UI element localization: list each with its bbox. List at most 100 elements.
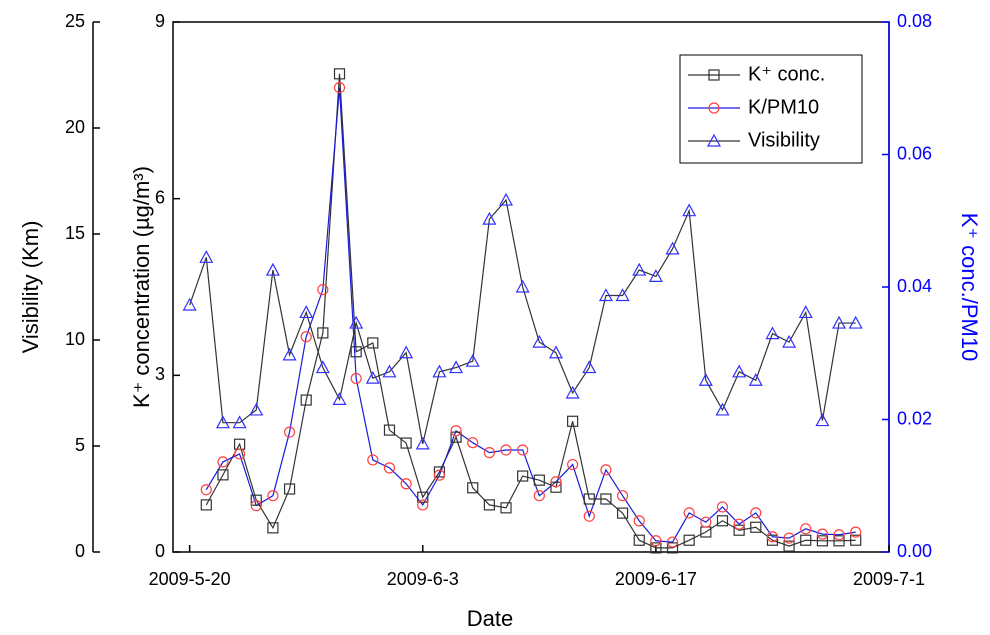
marker [267, 522, 279, 534]
marker [600, 464, 612, 476]
marker [682, 203, 697, 217]
marker [483, 447, 495, 459]
marker [417, 491, 429, 503]
marker [833, 535, 845, 547]
marker [716, 515, 729, 527]
y3-tick-label: 20 [65, 117, 85, 137]
marker [766, 531, 779, 543]
legend-marker [706, 133, 722, 147]
marker [315, 360, 330, 374]
marker [700, 516, 712, 528]
marker [533, 490, 545, 502]
marker [567, 458, 579, 471]
marker [616, 490, 629, 502]
marker [367, 337, 379, 349]
y3-axis-label: Visibility (Km) [18, 221, 43, 354]
y2-axis-label: K⁺ conc./PM10 [957, 213, 982, 362]
marker [633, 515, 645, 527]
marker [317, 284, 329, 296]
y2-tick-label: 0.00 [897, 541, 932, 561]
marker [517, 444, 529, 456]
marker [282, 347, 297, 361]
legend-box [679, 54, 863, 164]
marker [382, 364, 397, 378]
marker [350, 372, 362, 385]
marker [816, 535, 828, 547]
marker [365, 370, 380, 384]
marker [349, 315, 364, 329]
marker [350, 346, 362, 358]
marker [615, 288, 630, 302]
marker [249, 402, 264, 416]
marker [449, 360, 464, 374]
marker [300, 394, 312, 406]
marker [482, 211, 497, 225]
series-line [205, 73, 856, 549]
marker [750, 521, 762, 533]
marker [267, 490, 279, 502]
marker [650, 542, 662, 554]
legend-label: Visibility [748, 129, 820, 151]
marker [548, 345, 563, 359]
marker [582, 360, 597, 374]
marker [283, 426, 296, 438]
marker [632, 262, 647, 276]
marker [232, 415, 247, 429]
marker [733, 524, 745, 536]
y-tick-label: 9 [155, 11, 165, 31]
marker [766, 534, 779, 546]
marker [383, 462, 396, 474]
legend-label: K/PM10 [748, 96, 819, 118]
marker [400, 437, 412, 449]
marker [367, 454, 379, 466]
marker [583, 510, 595, 522]
legend-marker [708, 69, 720, 81]
marker [500, 444, 512, 456]
y3-tick-label: 5 [75, 435, 85, 455]
marker [715, 402, 730, 416]
marker [300, 331, 312, 343]
marker [332, 392, 347, 405]
marker [467, 437, 479, 449]
marker [683, 507, 695, 519]
marker [532, 334, 547, 348]
x-tick-label: 2009-7-1 [853, 569, 925, 589]
marker [850, 534, 862, 546]
marker [182, 297, 197, 311]
marker [400, 478, 412, 490]
series-line [205, 87, 856, 543]
marker [733, 518, 745, 530]
marker [783, 540, 795, 552]
marker [816, 528, 828, 540]
marker [800, 534, 812, 546]
marker [783, 532, 795, 544]
marker [299, 305, 314, 319]
series-line [189, 198, 856, 445]
marker [550, 481, 562, 493]
marker [665, 241, 680, 255]
marker [433, 466, 446, 478]
marker [500, 502, 512, 514]
legend-marker [708, 102, 720, 114]
marker [432, 364, 447, 378]
marker [600, 493, 612, 505]
marker [782, 334, 797, 348]
marker [515, 279, 530, 293]
y2-tick-label: 0.02 [897, 408, 932, 428]
marker [848, 315, 863, 329]
marker [250, 500, 262, 512]
y-axis-label: K⁺ concentration (µg/m³) [129, 166, 154, 408]
marker [850, 526, 862, 538]
marker [517, 470, 529, 482]
x-tick-label: 2009-6-17 [615, 569, 697, 589]
y2-tick-label: 0.04 [897, 276, 932, 296]
marker [550, 476, 562, 488]
marker [383, 424, 396, 436]
marker [633, 534, 645, 546]
y-tick-label: 6 [155, 187, 165, 207]
marker [465, 353, 480, 367]
y-tick-label: 0 [155, 541, 165, 561]
marker [450, 425, 462, 437]
marker [417, 499, 429, 511]
